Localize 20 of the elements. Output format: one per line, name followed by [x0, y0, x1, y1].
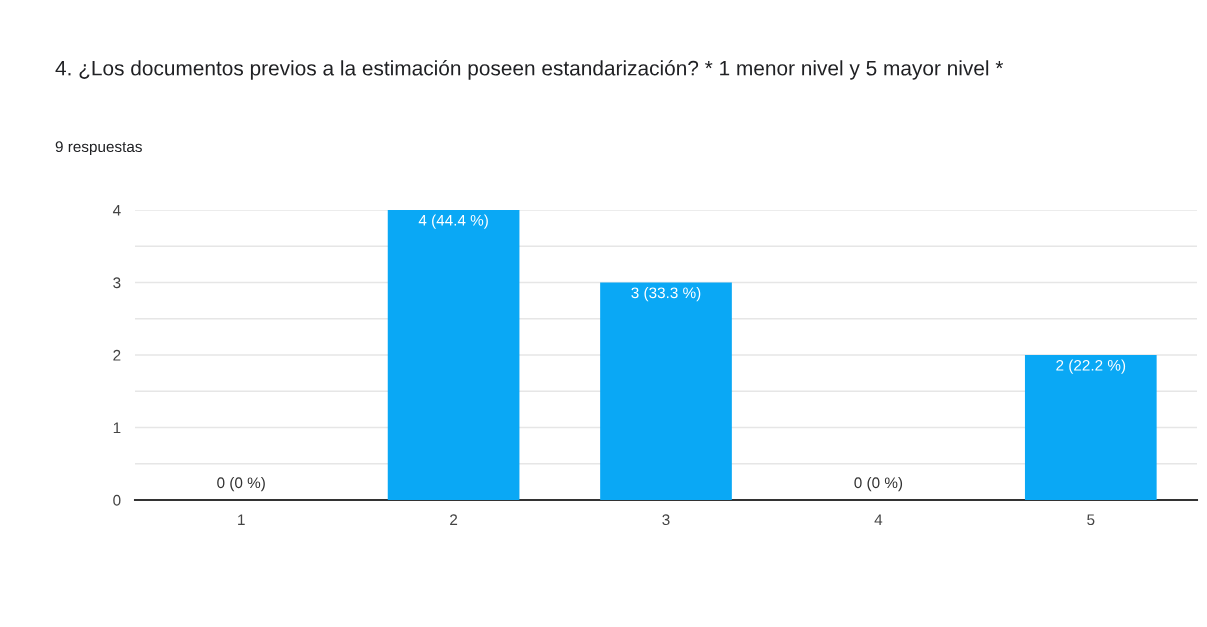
y-tick-label: 2: [113, 349, 121, 361]
x-tick-label: 5: [1087, 514, 1095, 526]
data-label: 0 (0 %): [217, 476, 265, 492]
bar: [1024, 355, 1157, 500]
y-tick-label: 3: [113, 277, 121, 289]
data-label: 0 (0 %): [854, 476, 903, 492]
x-tick-label: 3: [662, 514, 670, 526]
chart-title: 4. ¿Los documentos previos a la estimación poseen estandarización? * 1 menor nivel y 5 mayor nivel *: [55, 60, 1004, 80]
bar: [387, 210, 520, 500]
data-label: 2 (22.2 %): [1056, 359, 1126, 374]
x-tick-label: 1: [238, 514, 245, 525]
x-tick-label: 2: [450, 514, 458, 525]
y-tick-label: 1: [113, 422, 121, 434]
data-label: 4 (44.4 %): [418, 214, 488, 229]
data-label: 3 (33.3 %): [631, 286, 701, 302]
y-tick-label: 4: [112, 205, 121, 216]
y-tick-label: 0: [113, 494, 121, 506]
chart-subtitle: 9 respuestas: [55, 141, 142, 156]
x-tick-label: 4: [874, 514, 883, 525]
bar: [600, 282, 732, 500]
